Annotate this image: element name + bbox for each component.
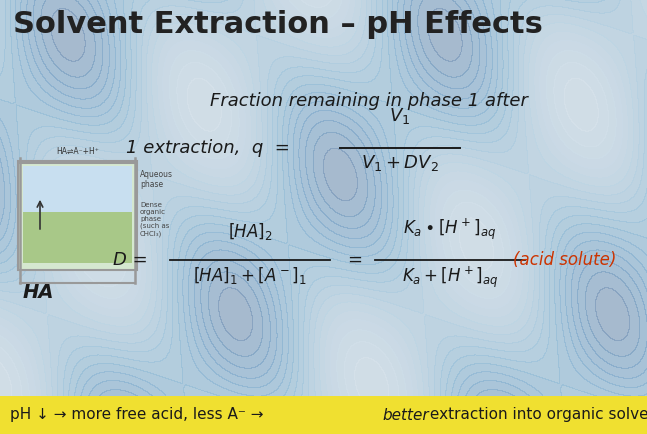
Bar bbox=[23, 212, 132, 263]
Text: $K_a \bullet [H^+]_{aq}$: $K_a \bullet [H^+]_{aq}$ bbox=[404, 217, 497, 242]
Text: $[HA]_2$: $[HA]_2$ bbox=[228, 221, 272, 242]
Text: Fraction remaining in phase 1 after: Fraction remaining in phase 1 after bbox=[210, 92, 528, 110]
Text: Dense
organic
phase
(such as
CHCl₃): Dense organic phase (such as CHCl₃) bbox=[140, 201, 170, 237]
Text: $K_a + [H^+]_{aq}$: $K_a + [H^+]_{aq}$ bbox=[402, 265, 498, 290]
Text: D =: D = bbox=[113, 251, 148, 269]
Bar bbox=[23, 166, 132, 212]
Text: HA: HA bbox=[23, 283, 54, 302]
Text: Solvent Extraction – pH Effects: Solvent Extraction – pH Effects bbox=[13, 10, 543, 39]
Text: $[HA]_1 + [A^-]_1$: $[HA]_1 + [A^-]_1$ bbox=[193, 265, 307, 286]
Text: $V_1$: $V_1$ bbox=[389, 106, 411, 126]
Bar bbox=[0, 396, 647, 434]
Text: (acid solute): (acid solute) bbox=[513, 251, 617, 269]
Text: =: = bbox=[347, 251, 362, 269]
FancyBboxPatch shape bbox=[18, 161, 137, 270]
Text: better: better bbox=[382, 408, 428, 423]
Text: extraction into organic solvent: extraction into organic solvent bbox=[425, 408, 647, 423]
Text: pH ↓ → more free acid, less A⁻ →: pH ↓ → more free acid, less A⁻ → bbox=[10, 408, 269, 423]
Text: HA⇌A⁻+H⁺: HA⇌A⁻+H⁺ bbox=[56, 147, 99, 156]
Text: Aqueous
phase: Aqueous phase bbox=[140, 170, 173, 189]
Text: 1 extraction,  q  =: 1 extraction, q = bbox=[126, 139, 290, 157]
Text: $V_1 + DV_2$: $V_1 + DV_2$ bbox=[361, 153, 439, 173]
